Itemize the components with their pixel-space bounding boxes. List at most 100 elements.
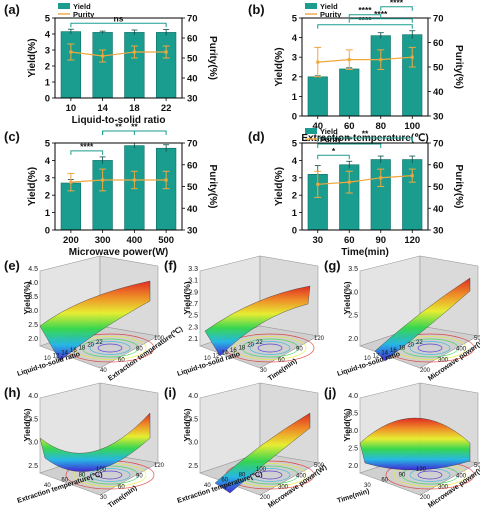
x-tick-label: 12 [213, 353, 220, 359]
y-tick-label: 400 [456, 474, 467, 480]
contour-line [401, 338, 459, 358]
surface-panel: (e) 2.0 2.5 3.0 3.5 4.0 4.5 10 12 14 16 18 20 22 40 60 8… [4, 255, 184, 383]
y2-tick-label: 50 [433, 63, 444, 74]
x-tick-label: 120 [404, 235, 420, 246]
y2-tick-label: 40 [187, 204, 198, 215]
bar [92, 32, 113, 99]
x-tick-label: 90 [399, 472, 406, 478]
legend-swatch [58, 3, 70, 9]
sig-bracket [70, 150, 104, 155]
sig-label: ** [362, 129, 369, 139]
y-tick-label: 0 [45, 226, 50, 237]
sig-bracket [102, 130, 167, 135]
z-tick-label: 3.5 [348, 411, 358, 418]
panel-label: (e) [4, 258, 20, 273]
sig-label: **** [80, 141, 94, 151]
y-tick-label: 4 [45, 156, 51, 167]
legend-label: Purity [320, 135, 342, 144]
z-tick-label: 2.5 [28, 463, 38, 470]
y-tick-label: 30 [100, 495, 107, 501]
panel-label: (h) [4, 385, 21, 400]
purity-point [347, 180, 351, 184]
legend-swatch [305, 128, 317, 134]
z-tick-label: 2.9 [188, 289, 198, 296]
x-axis-label: Time(min) [336, 488, 370, 505]
panel-label: (f) [164, 258, 177, 273]
x-tick-label: 60 [381, 478, 388, 484]
surface-panel: (g) 2.0 2.5 3.0 3.5 10 12 14 16 18 20 22 200 300 400 50… [324, 255, 480, 383]
response-surface [214, 412, 311, 494]
z-tick-label: 3.0 [28, 440, 38, 447]
contour-line [257, 470, 283, 480]
y-tick-label: 100 [154, 336, 165, 342]
x-tick-label: 30 [364, 483, 371, 489]
contour-line [249, 341, 291, 355]
x-tick-label: 400 [126, 235, 142, 246]
x-tick-label: 22 [416, 340, 423, 346]
y-tick-label: 200 [420, 495, 431, 501]
x-tick-label: 18 [399, 345, 406, 351]
y2-tick-label: 70 [433, 139, 444, 150]
x-tick-label: 10 [66, 103, 77, 114]
y-tick-label: 1 [45, 208, 51, 219]
x-tick-label: 100 [404, 121, 420, 132]
z-tick-label: 4.0 [28, 393, 38, 400]
y-tick-label: 60 [278, 357, 285, 363]
sig-label: ** [346, 135, 353, 145]
x-tick-label: 90 [375, 235, 386, 246]
sig-bracket [348, 18, 413, 23]
x-tick-label: 200 [63, 235, 79, 246]
x-tick-label: 100 [256, 467, 267, 473]
purity-point [69, 50, 73, 54]
x-tick-label: 16 [230, 348, 237, 354]
sig-label: **** [358, 5, 372, 15]
surface-panel: (i) 2.5 3.0 3.5 4.0 40 60 80 100 200 300 400 500 Yiel… [164, 382, 328, 510]
z-tick-label: 3.5 [28, 294, 38, 301]
contour-line [241, 338, 299, 358]
legend-label: Yield [320, 127, 338, 136]
y2-tick-label: 40 [433, 87, 444, 98]
surface-panel: (j) 2.0 2.5 3.0 3.5 4.0 30 60 90 120 200 300 400 500 Y… [324, 382, 480, 510]
x-tick-label: 80 [239, 472, 246, 478]
bar [155, 32, 177, 99]
x-tick-label: 14 [381, 351, 388, 357]
panel-label: (g) [324, 258, 341, 273]
z-tick-label: 2.1 [188, 336, 198, 343]
response-surface [374, 277, 471, 362]
legend-label: Yield [320, 2, 338, 11]
z-tick-label: 2.0 [348, 336, 358, 343]
y2-tick-label: 40 [187, 74, 198, 85]
z-tick-label: 3.5 [348, 266, 358, 273]
x-tick-label: 22 [256, 340, 263, 346]
surface-floor [199, 452, 319, 496]
z-tick-label: 3.0 [348, 428, 358, 435]
bar [402, 34, 423, 117]
x-tick-label: 100 [96, 467, 107, 473]
sig-bracket [317, 137, 413, 143]
x-tick-label: 14 [61, 351, 68, 357]
x-tick-label: 12 [373, 353, 380, 359]
y-tick-label: 1 [292, 92, 298, 103]
x-tick-label: 40 [44, 483, 51, 489]
x-tick-label: 10 [44, 356, 51, 362]
sig-bracket [102, 130, 135, 135]
x-tick-label: 60 [61, 478, 68, 484]
z-axis-label: Yield(%) [22, 281, 32, 314]
y-tick-label: 3 [45, 46, 50, 57]
x-tick-label: 20 [87, 343, 94, 349]
legend-label: Purity [320, 10, 342, 19]
y-axis-label: Yield(%) [27, 38, 38, 77]
purity-point [410, 174, 414, 178]
purity-point [132, 50, 136, 54]
x-tick-label: 20 [247, 343, 254, 349]
z-tick-label: 2.5 [28, 322, 38, 329]
z-axis-label: Yield(%) [182, 281, 192, 314]
contour-line [81, 465, 139, 485]
contour-line [89, 341, 131, 355]
y2-tick-label: 40 [433, 204, 444, 215]
surface-panel: (f) 2.1 2.3 2.5 2.7 2.9 3.1 3.3 10 12 14 16 18 20 22 30… [164, 255, 325, 383]
panel-label: (c) [4, 129, 20, 144]
purity-point [316, 60, 320, 64]
